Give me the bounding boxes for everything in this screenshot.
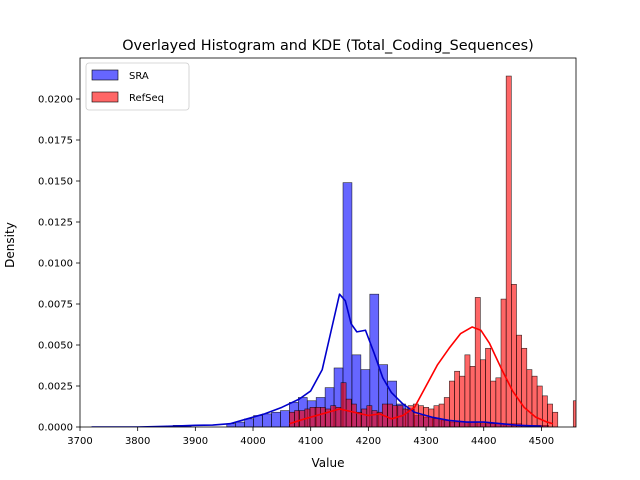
sra-bar (369, 293, 380, 427)
refseq-bar (464, 354, 471, 427)
legend-swatch-refseq (91, 91, 119, 103)
x-tick-label: 4100 (298, 436, 323, 447)
refseq-kde-line (289, 326, 554, 425)
y-axis-label: Density (3, 222, 17, 268)
legend-label-refseq: RefSeq (129, 93, 164, 104)
y-tick-label: 0.0200 (38, 95, 73, 106)
refseq-bar (480, 359, 486, 427)
legend-label-sra: SRA (129, 71, 149, 82)
x-tick-label: 4000 (240, 436, 265, 447)
x-axis: 3700 3800 3900 4000 4100 4200 4300 4400 4500 (67, 427, 554, 447)
refseq-bar (423, 407, 430, 427)
x-tick-label: 4400 (471, 436, 496, 447)
refseq-bar (392, 405, 399, 427)
refseq-bar (511, 284, 517, 427)
refseq-bar (366, 405, 373, 427)
legend: SRA RefSeq (85, 62, 190, 111)
y-tick-label: 0.0000 (38, 423, 73, 434)
sra-bar (271, 411, 281, 427)
histogram-bars (91, 75, 576, 427)
refseq-bar (536, 385, 543, 427)
refseq-bar (294, 410, 300, 427)
refseq-bar (485, 347, 491, 427)
refseq-bar (490, 380, 497, 427)
refseq-bar (505, 75, 512, 427)
refseq-bar (289, 411, 295, 427)
refseq-bar (469, 366, 476, 427)
sra-bar (342, 182, 353, 427)
axes-frame (79, 57, 577, 428)
x-axis-label: Value (312, 456, 345, 470)
refseq-bar (433, 405, 440, 427)
refseq-bar (320, 407, 326, 427)
x-tick-label: 4300 (413, 436, 438, 447)
refseq-bar (454, 370, 460, 427)
y-tick-label: 0.0150 (38, 177, 73, 188)
plot-area (91, 75, 576, 427)
refseq-bar (526, 369, 533, 427)
y-tick-label: 0.0100 (38, 259, 73, 270)
legend-swatch-sra (91, 69, 119, 81)
refseq-bar (443, 397, 450, 427)
refseq-bar (345, 398, 352, 427)
refseq-bar (330, 405, 337, 427)
refseq-bar (371, 410, 378, 427)
refseq-bar (531, 375, 538, 427)
refseq-bar (495, 377, 502, 427)
sra-kde-line (91, 293, 542, 427)
refseq-bar (516, 334, 522, 427)
sra-bar (244, 418, 254, 427)
sra-bar (235, 421, 245, 427)
y-tick-label: 0.0125 (38, 218, 73, 229)
x-tick-label: 3800 (125, 436, 150, 447)
chart-title: Overlayed Histogram and KDE (Total_Codin… (122, 38, 534, 54)
y-tick-label: 0.0025 (38, 382, 73, 393)
sra-bar (280, 410, 290, 427)
refseq-bar (351, 403, 357, 427)
x-tick-label: 4200 (356, 436, 381, 447)
refseq-bars (289, 75, 576, 427)
refseq-bar (361, 408, 368, 427)
sra-bar (262, 413, 272, 427)
y-tick-label: 0.0075 (38, 300, 73, 311)
refseq-bar (474, 297, 481, 427)
y-axis: 0.0000 0.0025 0.0050 0.0075 0.0100 0.0125 0.01… (38, 95, 80, 434)
y-tick-label: 0.0175 (38, 136, 73, 147)
x-tick-label: 3900 (183, 436, 208, 447)
refseq-bar (418, 405, 424, 427)
refseq-bar (459, 375, 466, 427)
refseq-bar (521, 347, 528, 427)
refseq-bar (552, 411, 559, 427)
refseq-bar (340, 382, 347, 427)
refseq-bar (500, 298, 507, 427)
x-tick-label: 4500 (529, 436, 554, 447)
x-tick-label: 3700 (67, 436, 92, 447)
refseq-bar (387, 403, 393, 427)
y-tick-label: 0.0050 (38, 341, 73, 352)
refseq-bar (438, 403, 445, 427)
refseq-bar (314, 407, 321, 427)
